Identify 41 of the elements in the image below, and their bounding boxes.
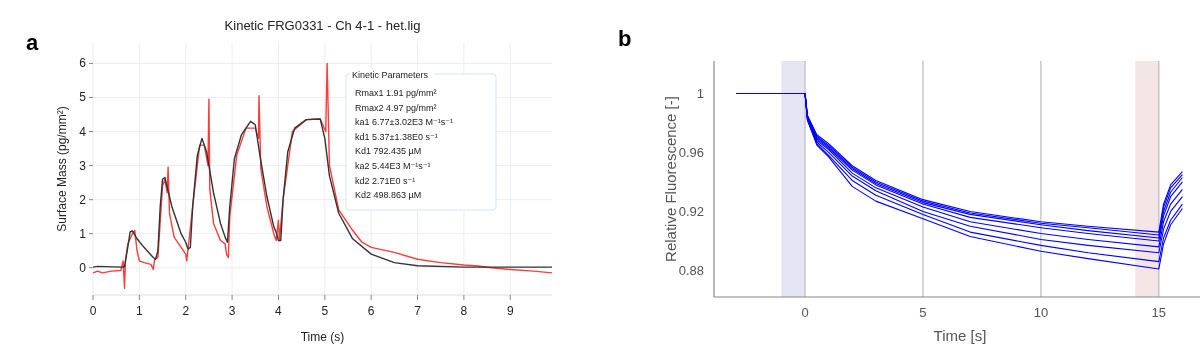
annotation: ka2 5.44E3 M⁻¹s⁻¹ — [355, 161, 431, 171]
x-tick-label: 1 — [136, 304, 144, 318]
x-tick-label: 10 — [1033, 305, 1049, 320]
x-axis-title: Time [s] — [933, 327, 987, 344]
y-tick-label: 0 — [79, 260, 87, 275]
annotation: Kd2 498.863 µM — [355, 190, 422, 201]
x-tick-label: 15 — [1151, 305, 1167, 320]
y-tick-label: 0.92 — [678, 204, 704, 220]
annotation: kd2 2.71E0 s⁻¹ — [355, 175, 416, 186]
x-axis-title: Time (s) — [300, 330, 345, 344]
y-tick-label: 0.88 — [678, 263, 704, 279]
annotation: Kinetic Parameters — [352, 70, 429, 80]
text: a — [26, 30, 39, 55]
x-tick-label: 7 — [414, 304, 422, 318]
x-tick-label: 0 — [89, 304, 97, 318]
annotation: ka1 6.77±3.02E3 M⁻¹s⁻¹ — [355, 117, 453, 128]
x-tick-label: 9 — [506, 304, 514, 318]
y-tick-label: 0.96 — [678, 145, 704, 161]
y-axis-title: Surface Mass (pg/mm²) — [55, 106, 69, 232]
y-tick-label: 2 — [79, 192, 87, 207]
annotation: kd1 5.37±1.38E0 s⁻¹ — [355, 131, 438, 142]
y-tick-label: 1 — [79, 226, 87, 241]
x-tick-label: 4 — [275, 304, 283, 318]
y-tick-label: 3 — [79, 158, 87, 173]
x-tick-label: 8 — [460, 304, 468, 318]
y-tick-label: 4 — [79, 124, 87, 139]
text: b — [618, 26, 632, 51]
x-tick-label: 0 — [801, 305, 809, 320]
y-axis-title: Relative Fluorescence [-] — [662, 96, 679, 262]
x-tick-label: 3 — [228, 304, 236, 318]
annotation: Rmax1 1.91 pg/mm² — [355, 88, 437, 98]
annotation: Kd1 792.435 µM — [355, 146, 422, 157]
y-tick-label: 6 — [79, 56, 87, 71]
x-tick-label: 5 — [321, 304, 329, 318]
x-tick-label: 2 — [182, 304, 190, 318]
x-tick-label: 6 — [367, 304, 375, 318]
y-tick-label: 1 — [696, 86, 704, 102]
y-tick-label: 5 — [79, 90, 87, 105]
chart-title: Kinetic FRG0331 - Ch 4-1 - het.lig — [224, 18, 421, 33]
x-tick-label: 5 — [919, 305, 927, 320]
annotation: Rmax2 4.97 pg/mm² — [355, 102, 437, 113]
